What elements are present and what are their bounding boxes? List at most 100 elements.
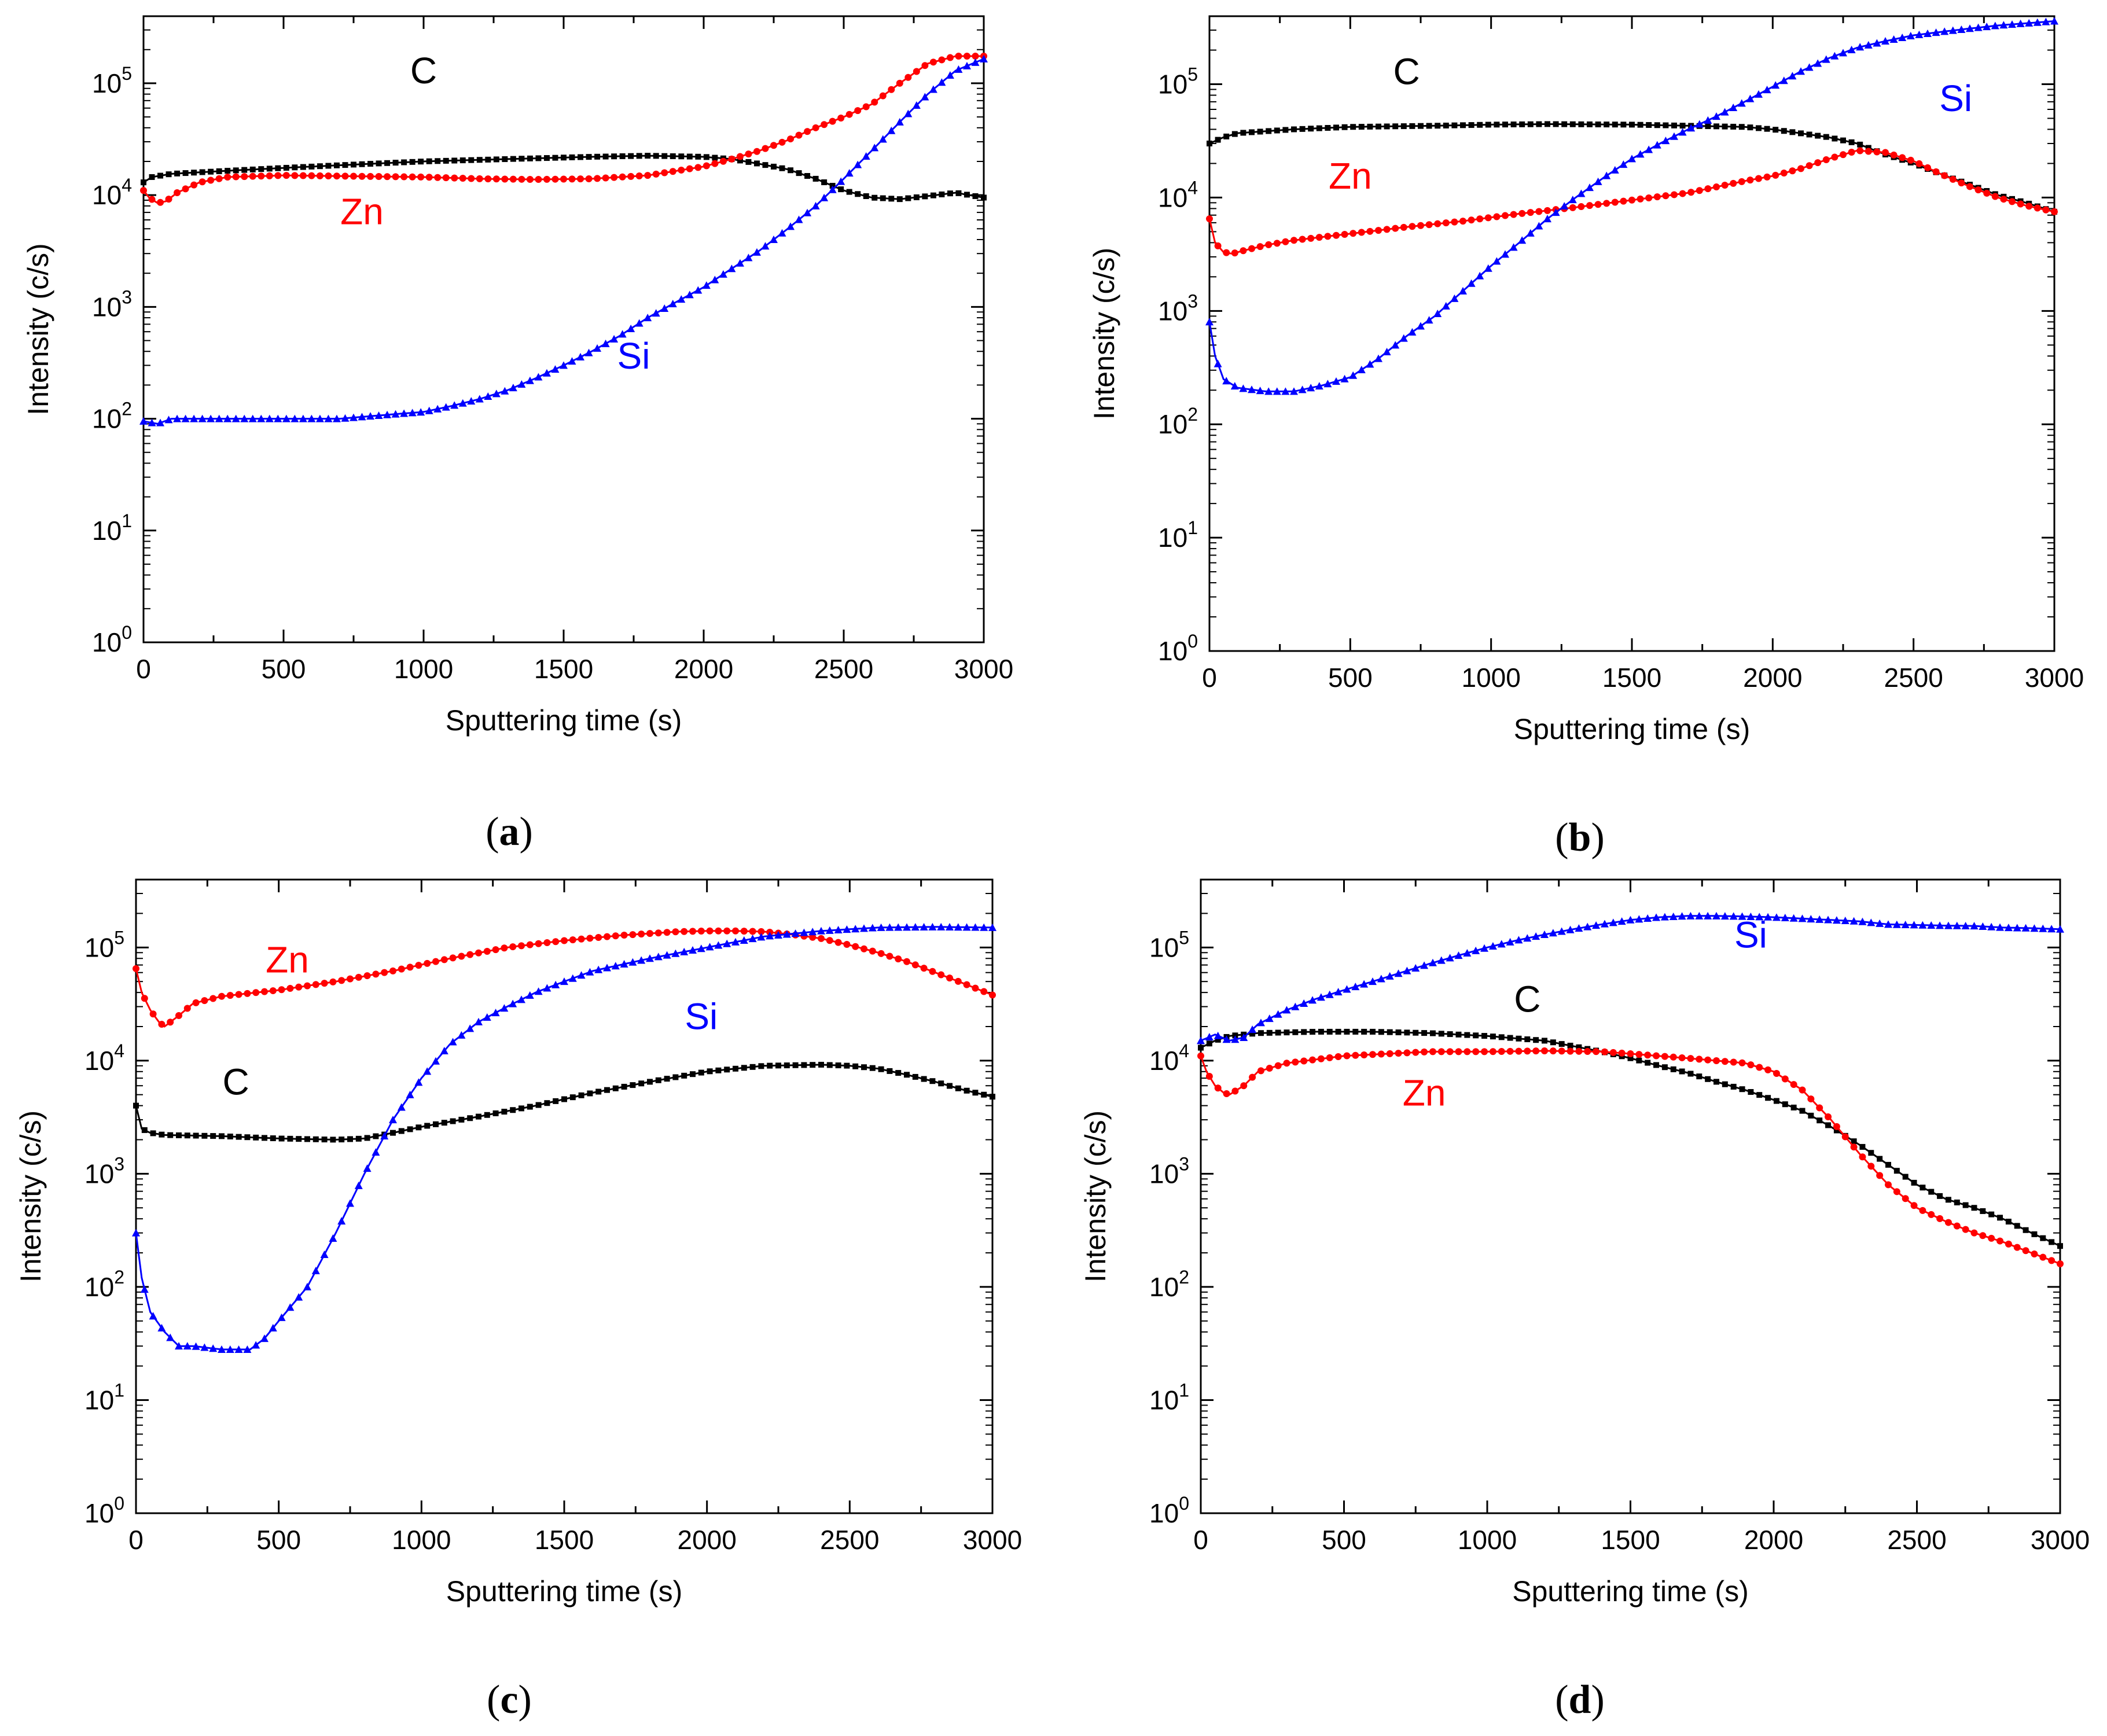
data-point: [1722, 1081, 1728, 1087]
data-point: [551, 980, 560, 988]
data-point: [1814, 159, 1822, 167]
data-point: [678, 166, 685, 174]
data-point: [216, 168, 222, 174]
data-point: [269, 987, 277, 995]
data-point: [1864, 41, 1873, 49]
data-point: [392, 173, 399, 181]
data-point: [834, 939, 842, 946]
data-point: [1756, 1092, 1763, 1098]
y-tick-label: 100: [1149, 1493, 1189, 1528]
data-point: [660, 304, 669, 312]
data-point: [568, 357, 576, 365]
data-point: [1755, 175, 1762, 182]
data-point: [1299, 126, 1306, 132]
series-line-Si: [1208, 20, 2055, 392]
data-point: [971, 923, 980, 931]
data-point: [1881, 37, 1889, 45]
data-point: [1957, 25, 1966, 33]
data-point: [210, 1133, 216, 1139]
data-point: [407, 1126, 413, 1132]
y-tick-exponent: 5: [114, 927, 124, 948]
data-point: [929, 1078, 936, 1084]
data-point: [501, 944, 508, 952]
data-point: [930, 192, 936, 198]
data-point: [1578, 121, 1584, 127]
data-point: [921, 93, 929, 101]
data-point: [646, 930, 653, 937]
data-point: [2031, 1250, 2038, 1257]
data-point: [2025, 203, 2033, 210]
series-Zn: Zn: [1197, 1047, 2064, 1268]
data-point: [148, 196, 156, 203]
data-point: [190, 181, 198, 189]
data-point: [458, 1116, 465, 1123]
data-point: [184, 1132, 190, 1139]
data-point: [788, 167, 794, 174]
data-point: [173, 414, 182, 422]
data-point: [1696, 1073, 1702, 1080]
data-point: [338, 977, 345, 984]
data-point: [1920, 1185, 1926, 1191]
x-tick-label: 1500: [535, 1525, 594, 1555]
data-point: [1206, 1040, 1212, 1047]
data-point: [748, 935, 757, 943]
data-point: [801, 1062, 807, 1068]
data-point: [860, 924, 868, 932]
data-point: [1832, 135, 1838, 142]
data-point: [1722, 123, 1728, 130]
data-point: [218, 1345, 226, 1354]
data-point: [1395, 1029, 1402, 1036]
data-point: [341, 414, 350, 422]
data-point: [1756, 1064, 1763, 1071]
y-tick-label: 102: [92, 399, 132, 434]
x-tick-label: 2500: [1887, 1525, 1946, 1555]
data-point: [695, 153, 701, 160]
data-point: [253, 1134, 259, 1141]
y-tick-exponent: 1: [1187, 517, 1198, 538]
data-point: [176, 1132, 182, 1138]
data-point: [1627, 1050, 1634, 1057]
data-point: [1763, 173, 1771, 181]
data-point: [820, 193, 829, 201]
data-point: [680, 947, 689, 955]
data-point: [723, 927, 731, 935]
x-tick-label: 500: [262, 654, 306, 684]
data-point: [227, 1133, 233, 1139]
data-point: [417, 173, 425, 181]
data-point: [426, 158, 432, 164]
y-tick-label: 104: [84, 1040, 124, 1076]
data-point: [1256, 1018, 1265, 1027]
series-label-Si: Si: [685, 995, 718, 1037]
data-point: [637, 956, 646, 964]
data-point: [1334, 988, 1343, 996]
data-point: [406, 963, 414, 971]
data-point: [1567, 1042, 1573, 1049]
series-Si: Si: [132, 922, 996, 1354]
data-point: [663, 929, 671, 936]
y-tick-label: 101: [84, 1380, 124, 1415]
data-point: [1877, 1156, 1883, 1162]
data-point: [1315, 382, 1323, 390]
data-point: [1197, 1036, 1205, 1044]
data-point: [1248, 1025, 1257, 1033]
data-point: [1455, 1048, 1462, 1055]
data-point: [778, 138, 786, 146]
x-tick-label: 2500: [1884, 663, 1943, 693]
data-point: [492, 175, 500, 183]
data-point: [757, 933, 766, 941]
data-point: [745, 159, 752, 165]
data-point: [749, 1064, 756, 1070]
y-tick-label: 103: [92, 286, 132, 322]
data-point: [586, 968, 594, 976]
data-point: [1713, 1079, 1719, 1085]
data-point: [1671, 122, 1677, 128]
data-point: [1915, 160, 1923, 167]
data-point: [703, 154, 709, 160]
data-point: [483, 947, 491, 955]
panel-caption: (c): [487, 1678, 532, 1722]
data-point: [1558, 1047, 1565, 1055]
data-point: [551, 175, 559, 183]
data-point: [1214, 1084, 1222, 1092]
data-point: [2016, 19, 2025, 27]
x-tick-label: 3000: [954, 654, 1013, 684]
